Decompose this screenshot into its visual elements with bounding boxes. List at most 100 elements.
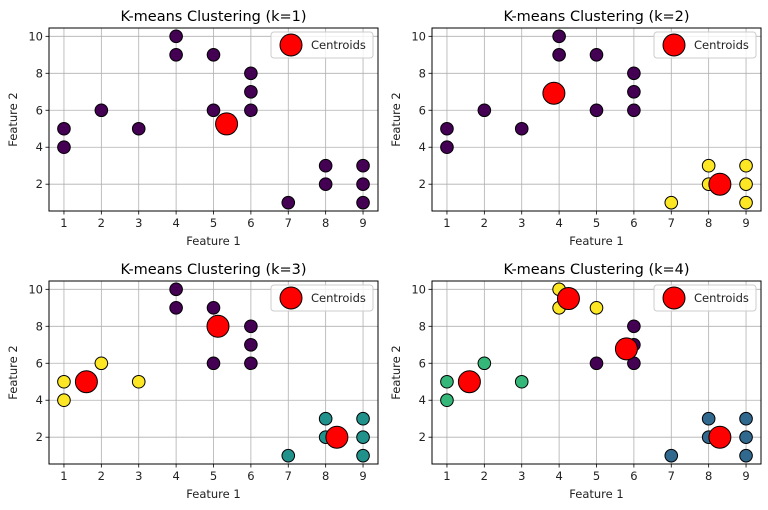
data-point: [701, 411, 716, 426]
data-point: [356, 411, 370, 426]
x-tick-label: 3: [518, 469, 525, 483]
data-point: [206, 301, 221, 315]
data-point: [664, 195, 679, 210]
y-axis-label: Feature 2: [389, 345, 403, 399]
data-point: [477, 103, 492, 118]
y-tick-label: 6: [419, 356, 426, 370]
data-point: [169, 48, 183, 62]
axes-frame: [48, 27, 379, 212]
x-tick-label: 7: [668, 469, 675, 483]
x-tick-label: 8: [322, 216, 329, 230]
subplot-k2: K-means Clustering (k=2) 1 2 3 4 5 6 7 8 9 2 4 6 8 10 F…: [389, 9, 762, 248]
y-tick-label: 8: [419, 319, 426, 333]
data-point: [206, 103, 221, 118]
legend: Centroids: [653, 284, 757, 312]
data-point: [739, 411, 753, 426]
y-tick-label: 6: [36, 103, 43, 117]
x-tick-label: 6: [630, 469, 637, 483]
y-tick-label: 2: [36, 430, 43, 444]
x-tick-label: 4: [555, 216, 562, 230]
axes-frame: [431, 280, 762, 465]
x-tick-label: 9: [742, 216, 749, 230]
x-tick-label: 2: [98, 469, 105, 483]
x-tick-label: 6: [247, 216, 254, 230]
data-point: [739, 430, 753, 444]
legend: Centroids: [653, 31, 757, 59]
y-tick-label: 6: [419, 103, 426, 117]
y-tick-label: 8: [419, 66, 426, 80]
x-tick-label: 6: [630, 216, 637, 230]
data-point: [244, 319, 258, 334]
x-tick-label: 3: [135, 469, 142, 483]
data-point: [356, 177, 370, 191]
centroid-marker: [206, 314, 230, 338]
data-point: [131, 374, 146, 389]
x-tick-label: 4: [172, 216, 179, 230]
x-tick-label: 9: [742, 469, 749, 483]
legend: Centroids: [270, 31, 374, 59]
y-tick-label: 10: [411, 282, 426, 296]
data-point: [589, 103, 604, 118]
x-tick-label: 1: [443, 469, 450, 483]
data-point: [206, 356, 221, 371]
x-tick-label: 2: [98, 216, 105, 230]
x-tick-label: 3: [135, 216, 142, 230]
centroid-marker: [614, 337, 638, 361]
x-tick-label: 5: [593, 469, 600, 483]
data-point: [244, 337, 258, 352]
data-point: [169, 282, 183, 297]
subplot-k1: K-means Clustering (k=1) 1 2 3 4 5 6 7 8 9 2 4 6 8 10 F…: [6, 9, 379, 248]
data-point: [206, 48, 221, 62]
x-axis-label: Feature 1: [569, 487, 623, 501]
data-point: [244, 356, 258, 371]
data-point: [589, 356, 604, 371]
data-point: [739, 448, 753, 463]
y-tick-label: 10: [28, 29, 43, 43]
data-point: [94, 103, 109, 118]
axes-frame: [48, 280, 379, 465]
x-tick-label: 1: [60, 469, 67, 483]
data-point: [440, 393, 454, 408]
x-tick-label: 3: [518, 216, 525, 230]
y-tick-label: 10: [28, 282, 43, 296]
legend: Centroids: [270, 284, 374, 312]
centroid-marker: [556, 287, 580, 311]
data-point: [664, 448, 679, 463]
legend-centroid-marker: [279, 286, 303, 310]
x-axis-label: Feature 1: [186, 487, 240, 501]
data-point: [244, 84, 258, 99]
data-point: [244, 66, 258, 81]
data-point: [356, 158, 370, 173]
data-point: [514, 374, 529, 389]
legend-label: Centroids: [694, 38, 749, 52]
chart-title: K-means Clustering (k=3): [120, 262, 306, 278]
centroid-marker: [708, 425, 732, 449]
data-point: [739, 177, 753, 191]
x-tick-label: 4: [172, 469, 179, 483]
data-point: [356, 430, 370, 444]
x-tick-label: 2: [481, 216, 488, 230]
centroid-marker: [457, 370, 481, 394]
legend-centroid-marker: [279, 33, 303, 57]
centroid-marker: [708, 172, 732, 196]
chart-title: K-means Clustering (k=1): [120, 9, 306, 25]
data-point: [440, 121, 454, 136]
data-point: [169, 301, 183, 315]
y-tick-label: 10: [411, 29, 426, 43]
data-point: [552, 48, 566, 62]
data-point: [589, 301, 604, 315]
x-tick-label: 5: [593, 216, 600, 230]
data-point: [627, 84, 641, 99]
x-tick-label: 7: [285, 469, 292, 483]
x-tick-label: 8: [705, 469, 712, 483]
centroid-marker: [215, 112, 239, 136]
chart-title: K-means Clustering (k=2): [503, 9, 689, 25]
data-point: [627, 319, 641, 334]
data-point: [440, 374, 454, 389]
data-point: [318, 158, 333, 173]
y-tick-label: 4: [36, 140, 43, 154]
legend-centroid-marker: [662, 33, 686, 57]
subplot-k4: K-means Clustering (k=4) 1 2 3 4 5 6 7 8 9 2 4 6 8 10 F…: [389, 262, 762, 501]
legend-centroid-marker: [662, 286, 686, 310]
